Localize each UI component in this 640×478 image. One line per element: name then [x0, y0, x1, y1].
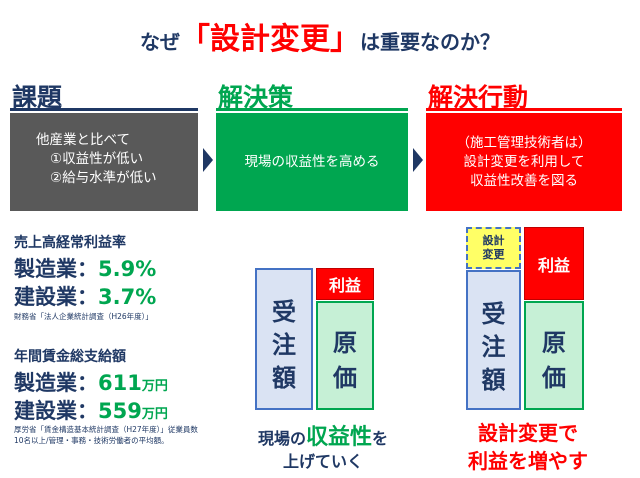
issue-underline [10, 108, 198, 111]
caption-text: を [372, 429, 389, 448]
issue-box: 他産業と比べて ①収益性が低い ②給与水準が低い [10, 113, 198, 211]
solution-text: 現場の収益性を高める [244, 153, 380, 170]
orders-char: 額 [272, 364, 296, 392]
cost-char: 価 [333, 364, 357, 392]
action-line: 設計変更を利用して [463, 153, 585, 170]
stat-unit: 万円 [141, 407, 168, 422]
action-heading: 解決行動 [428, 83, 529, 112]
issue-line: ①収益性が低い [50, 151, 144, 167]
stat-label: 製造業： [14, 257, 98, 281]
profit-block: 利益 [316, 268, 374, 300]
left-caption-line2: 上げていく [282, 452, 363, 471]
wages-heading: 年間賃金総支給額 [14, 349, 126, 365]
orders-block: 受 注 額 [466, 270, 521, 410]
stat-unit: % [135, 257, 157, 281]
wages-construction: 建設業：559万円 [14, 395, 168, 425]
stat-label: 建設業： [14, 285, 98, 309]
left-caption-line1: 現場の収益性を [232, 419, 414, 451]
design-change-block: 設計 変更 [466, 227, 521, 269]
issue-line: ②給与水準が低い [50, 170, 157, 186]
stat-value: 5.9 [98, 257, 136, 281]
title-emphasis: 「設計変更」 [180, 22, 360, 57]
solution-underline [216, 108, 408, 111]
stat-value: 559 [98, 399, 142, 423]
profit-rate-heading: 売上高経常利益率 [14, 235, 126, 251]
profit-label: 利益 [328, 276, 361, 295]
title-prefix: なぜ [140, 30, 180, 54]
cost-block: 原 価 [524, 301, 584, 410]
solution-heading: 解決策 [218, 83, 294, 112]
profit-rate-construction: 建設業：3.7% [14, 281, 156, 311]
design-change-line: 設計 [482, 234, 505, 247]
stat-value: 3.7 [98, 285, 136, 309]
right-caption-line2: 利益を増やす [468, 449, 588, 473]
cost-char: 原 [333, 329, 357, 357]
stat-label: 建設業： [14, 399, 98, 423]
action-underline [426, 108, 622, 111]
arrow-right-icon [413, 148, 423, 172]
orders-char: 受 [481, 300, 506, 328]
wages-source: 厚労省「賃金構造基本統計調査（H27年度）」従業員数10名以上/管理・事務・技術… [14, 425, 198, 445]
issue-line: 他産業と比べて [36, 132, 130, 148]
cost-char: 原 [542, 329, 566, 357]
design-change-line: 変更 [482, 248, 505, 261]
arrow-right-icon [203, 148, 213, 172]
caption-highlight: 収益性 [305, 425, 372, 450]
wages-manufacturing: 製造業：611万円 [14, 367, 168, 397]
orders-char: 額 [481, 366, 506, 394]
cost-block: 原 価 [316, 301, 374, 410]
title-suffix: は重要なのか？ [360, 30, 500, 54]
cost-char: 価 [542, 364, 566, 392]
issue-heading: 課題 [12, 83, 63, 112]
action-line: （施工管理技術者は） [456, 134, 592, 151]
stat-value: 611 [98, 371, 142, 395]
stat-unit: % [135, 285, 157, 309]
action-line: 収益性改善を図る [470, 172, 578, 189]
right-caption-line1: 設計変更で [478, 421, 578, 445]
solution-box: 現場の収益性を高める [216, 113, 408, 211]
stat-label: 製造業： [14, 371, 98, 395]
orders-block: 受 注 額 [255, 268, 313, 410]
profit-rate-manufacturing: 製造業：5.9% [14, 253, 156, 283]
caption-text: 現場の [257, 429, 306, 448]
page-title: なぜ「設計変更」は重要なのか？ [0, 14, 640, 58]
action-box: （施工管理技術者は） 設計変更を利用して 収益性改善を図る [426, 113, 622, 211]
profit-block: 利益 [524, 227, 584, 300]
orders-char: 受 [272, 298, 296, 326]
stat-unit: 万円 [141, 379, 168, 394]
orders-char: 注 [272, 331, 296, 359]
profit-rate-source: 財務省「法人企業統計調査（H26年度）」 [14, 312, 153, 321]
profit-label: 利益 [537, 255, 570, 275]
orders-char: 注 [481, 333, 506, 361]
